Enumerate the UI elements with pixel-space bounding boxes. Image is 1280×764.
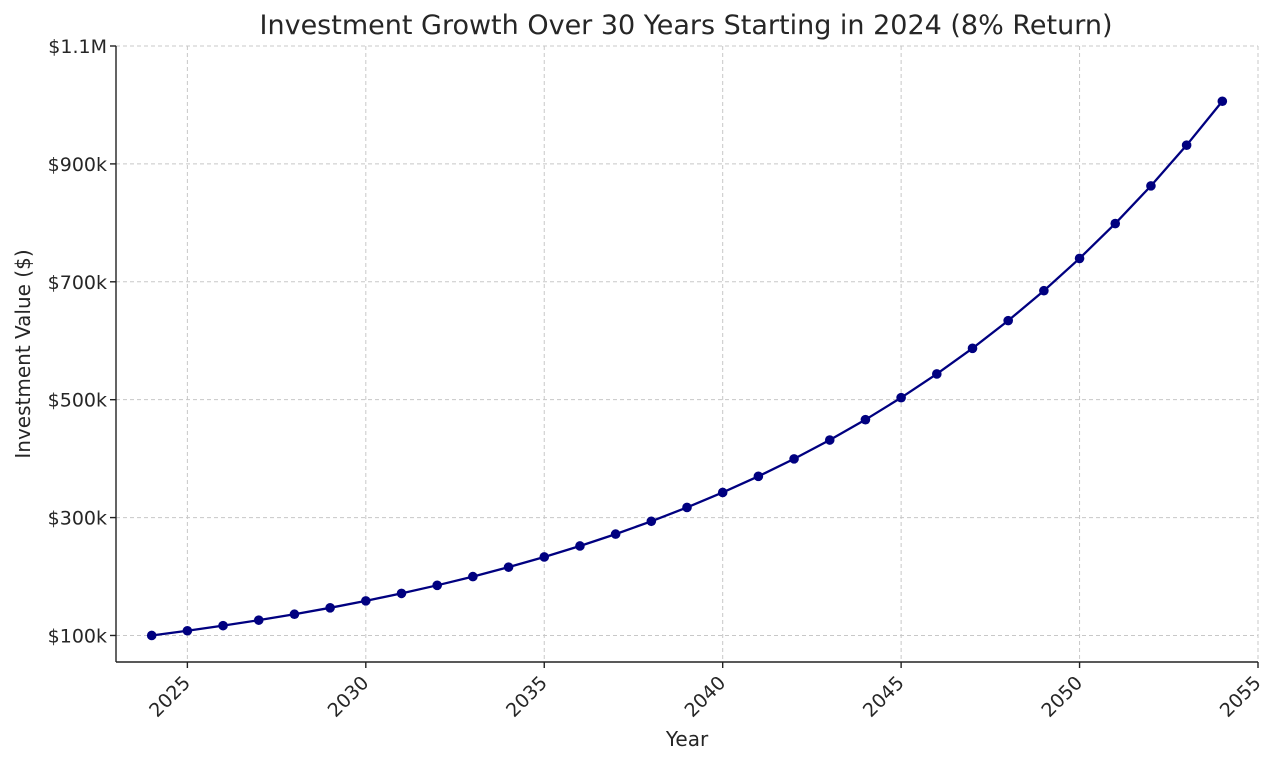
data-point xyxy=(1039,285,1049,296)
data-point xyxy=(432,580,442,591)
data-point xyxy=(146,630,157,641)
data-point xyxy=(932,369,942,379)
x-tick-label: 2050 xyxy=(1037,672,1087,722)
data-point xyxy=(253,615,264,625)
data-point xyxy=(503,562,514,572)
x-tick-label: 2030 xyxy=(324,672,374,722)
y-tick-label: $1.1M xyxy=(48,36,107,58)
y-axis-label: Investment Value ($) xyxy=(11,249,35,458)
data-point xyxy=(1003,315,1013,326)
data-point xyxy=(610,529,621,539)
data-point xyxy=(717,487,728,498)
data-point xyxy=(325,603,335,613)
data-point xyxy=(646,516,657,527)
data-point xyxy=(789,454,799,464)
data-point xyxy=(1146,181,1156,191)
series-layer xyxy=(146,96,1228,641)
data-point xyxy=(682,502,692,513)
data-point xyxy=(289,609,300,620)
data-point xyxy=(1110,218,1121,229)
x-tick-label: 2055 xyxy=(1216,672,1266,722)
data-point xyxy=(361,596,371,606)
y-tick-label: $700k xyxy=(48,272,107,294)
data-point xyxy=(575,541,585,551)
data-point xyxy=(1217,96,1228,107)
data-point xyxy=(218,620,228,631)
data-point xyxy=(896,392,906,403)
chart-title: Investment Growth Over 30 Years Starting… xyxy=(260,10,1113,41)
x-axis-label: Year xyxy=(665,727,709,751)
data-point xyxy=(860,414,871,425)
y-tick-label: $500k xyxy=(48,390,107,412)
data-point xyxy=(539,552,550,562)
x-tick-label: 2045 xyxy=(859,672,909,722)
data-point xyxy=(396,588,407,599)
data-point xyxy=(468,571,478,582)
data-point xyxy=(753,471,764,482)
data-point xyxy=(182,625,193,636)
y-tick-label: $900k xyxy=(48,154,107,176)
data-point xyxy=(824,435,835,445)
tick-layer: 2025 2030 2035 2040 2045 2050 2055 $100k $300k $5… xyxy=(48,36,1266,722)
x-tick-label: 2025 xyxy=(145,672,195,722)
grid-layer xyxy=(116,45,1259,662)
axes xyxy=(115,46,1258,663)
data-point xyxy=(1074,253,1085,264)
series-line xyxy=(151,100,1224,637)
x-tick-label: 2035 xyxy=(502,672,552,722)
x-tick-label: 2040 xyxy=(680,672,730,722)
y-tick-label: $100k xyxy=(48,625,107,647)
data-point xyxy=(1181,140,1192,150)
y-tick-label: $300k xyxy=(48,508,107,530)
data-point xyxy=(967,343,978,354)
